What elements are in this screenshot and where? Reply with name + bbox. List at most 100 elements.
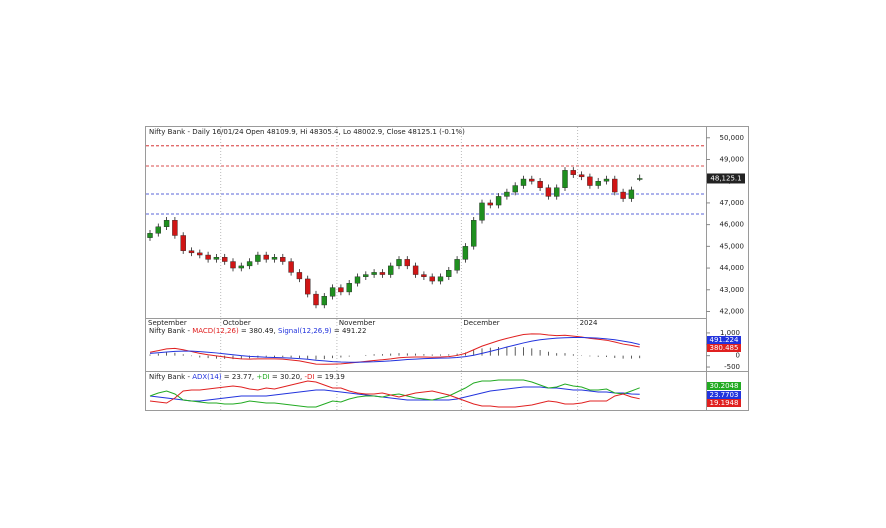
candle-body <box>545 187 552 197</box>
month-label: September <box>148 319 187 327</box>
candle-body <box>421 274 427 277</box>
candle-body <box>155 226 162 234</box>
candle-body <box>562 170 568 188</box>
candle-body <box>462 246 469 260</box>
legend-value: = 380.49, <box>239 327 278 335</box>
candle-body <box>305 278 311 295</box>
candle-body <box>412 265 419 275</box>
candle-body <box>147 233 153 238</box>
candle-body <box>471 220 477 247</box>
candle-body <box>479 202 485 221</box>
candle-body <box>446 270 452 277</box>
candle-body <box>197 252 203 256</box>
month-label: 2024 <box>580 319 598 327</box>
y-tick-label: 46,000 <box>720 221 745 229</box>
y-tick-label: 50,000 <box>720 134 745 142</box>
legend-prefix: Nifty Bank - <box>149 327 192 335</box>
candle-body <box>603 178 610 182</box>
candle-body <box>338 287 344 293</box>
y-tick-label: 43,000 <box>720 286 745 294</box>
y-tick-label: 44,000 <box>720 264 745 272</box>
candle-body <box>280 257 286 262</box>
candle-body <box>578 174 585 178</box>
candle-body <box>537 180 543 188</box>
y-tick-label: -500 <box>724 363 740 371</box>
y-tick-label: 42,000 <box>720 307 745 315</box>
last-value-box <box>707 391 741 399</box>
chart-frame <box>145 126 749 411</box>
candle-body <box>570 170 576 175</box>
indicator-line <box>149 336 640 363</box>
candle-body <box>221 257 228 262</box>
candle-body <box>587 176 593 186</box>
legend-prefix: Nifty Bank - <box>149 373 192 381</box>
indicator-line <box>149 333 640 365</box>
candle-body <box>263 254 269 260</box>
legend-value: = 23.77, <box>222 373 257 381</box>
candle-body <box>495 196 502 206</box>
candle-body <box>454 259 460 271</box>
candle-body <box>620 191 626 199</box>
y-tick-label: 1,000 <box>720 329 740 337</box>
candle-body <box>255 254 261 262</box>
candle-body <box>388 265 394 275</box>
legend-name: -DI <box>305 373 315 381</box>
candle-body <box>520 178 527 186</box>
candle-body <box>238 265 245 269</box>
candle-body <box>346 283 352 293</box>
last-value-box <box>707 399 741 407</box>
indicator-line <box>149 379 640 408</box>
candle-body <box>487 202 493 206</box>
price-title: Nifty Bank - Daily 16/01/24 Open 48109.9… <box>149 128 465 136</box>
candle-body <box>379 272 386 275</box>
candle-body <box>296 272 303 280</box>
candle-body <box>512 185 518 193</box>
candle-body <box>172 220 178 236</box>
candle-body <box>313 293 319 306</box>
last-value-label: 491.224 <box>710 336 739 344</box>
month-label: December <box>463 319 499 327</box>
last-price-label: 48,125.1 <box>710 174 741 182</box>
candle-body <box>246 261 253 267</box>
candle-body <box>371 272 377 275</box>
legend-value: = 19.19 <box>314 373 344 381</box>
candle-body <box>363 274 369 277</box>
candle-body <box>554 187 560 197</box>
legend-name: Signal(12,26,9) <box>278 327 332 335</box>
candle-body <box>612 178 618 193</box>
candle-body <box>437 276 444 282</box>
candle-body <box>163 220 170 228</box>
y-tick-label: 0 <box>736 352 740 360</box>
last-value-label: 19.1948 <box>710 399 739 407</box>
legend-value: = 30.20, <box>270 373 305 381</box>
legend-value: = 491.22 <box>332 327 367 335</box>
candle-body <box>188 250 195 254</box>
candle-body <box>429 276 435 282</box>
candle-body <box>637 178 643 180</box>
candle-body <box>205 254 211 260</box>
candle-body <box>271 257 278 260</box>
y-tick-label: 49,000 <box>720 155 745 163</box>
last-value-box <box>707 382 741 390</box>
candle-body <box>329 287 336 297</box>
candle-body <box>288 261 294 273</box>
legend-name: MACD(12,26) <box>192 327 239 335</box>
last-value-label: 380.485 <box>710 344 739 352</box>
legend-name: +DI <box>256 373 269 381</box>
candle-body <box>628 189 635 199</box>
month-label: November <box>339 319 376 327</box>
candle-body <box>595 180 601 186</box>
indicator-line <box>149 380 640 408</box>
candle-body <box>504 191 510 197</box>
last-value-box <box>707 336 741 344</box>
month-label: October <box>223 319 251 327</box>
candle-body <box>354 276 361 284</box>
last-value-label: 23.7703 <box>710 391 739 399</box>
candle-body <box>321 296 327 306</box>
candle-body <box>404 259 410 267</box>
candle-body <box>213 257 220 260</box>
indicator-line <box>149 386 640 402</box>
last-value-label: 30.2048 <box>710 382 739 390</box>
